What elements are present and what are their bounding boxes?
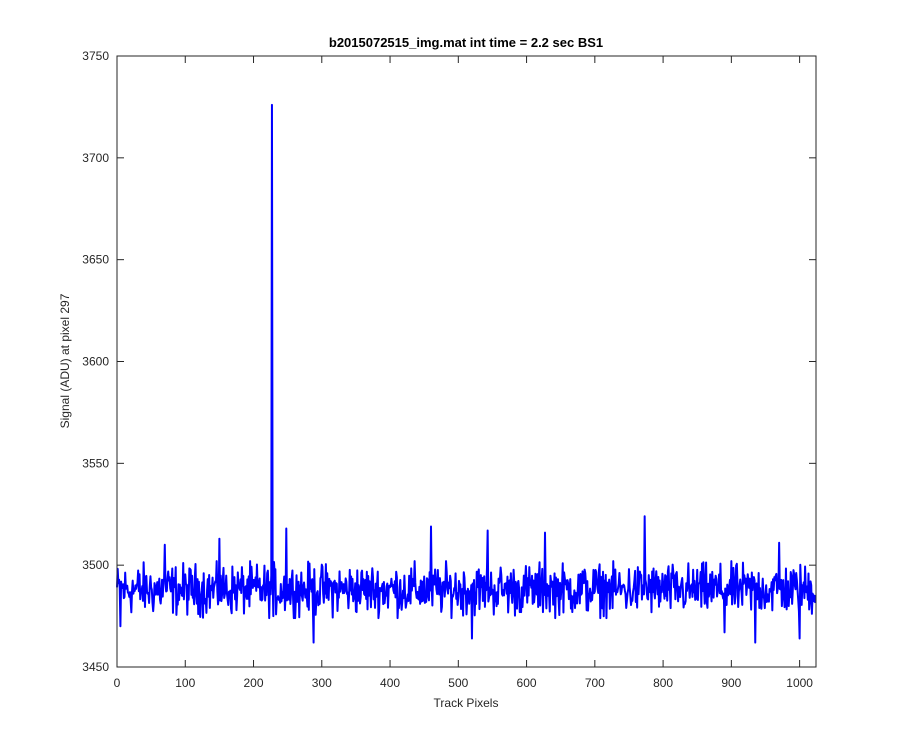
- y-tick-label: 3500: [82, 558, 109, 572]
- x-tick-label: 900: [721, 676, 741, 690]
- x-tick-label: 0: [114, 676, 121, 690]
- x-axis: 0 100 200 300 400 500 600 700 800 900 1000: [114, 56, 813, 690]
- x-tick-label: 800: [653, 676, 673, 690]
- x-tick-label: 300: [312, 676, 332, 690]
- x-axis-label: Track Pixels: [434, 696, 499, 710]
- chart-title: b2015072515_img.mat int time = 2.2 sec B…: [329, 35, 603, 50]
- y-tick-label: 3700: [82, 151, 109, 165]
- x-tick-label: 1000: [786, 676, 813, 690]
- y-tick-label: 3450: [82, 660, 109, 674]
- y-tick-label: 3600: [82, 355, 109, 369]
- x-tick-label: 500: [448, 676, 468, 690]
- x-tick-label: 100: [175, 676, 195, 690]
- series-layer: [116, 103, 817, 644]
- x-tick-label: 700: [585, 676, 605, 690]
- y-tick-label: 3750: [82, 49, 109, 63]
- y-tick-label: 3650: [82, 253, 109, 267]
- y-axis: 3450 3500 3550 3600 3650 3700 3750: [82, 49, 816, 674]
- y-axis-label: Signal (ADU) at pixel 297: [58, 293, 72, 428]
- y-tick-label: 3550: [82, 456, 109, 470]
- plot-area: [117, 56, 816, 667]
- series-line: [116, 103, 817, 644]
- x-tick-label: 200: [244, 676, 264, 690]
- x-tick-label: 600: [517, 676, 537, 690]
- x-tick-label: 400: [380, 676, 400, 690]
